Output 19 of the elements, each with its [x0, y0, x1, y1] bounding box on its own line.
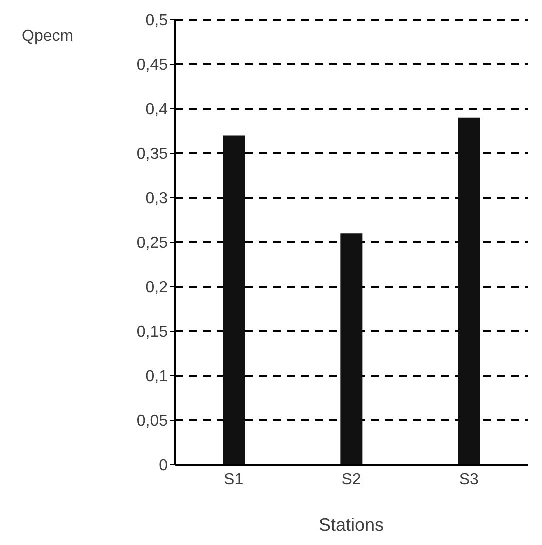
y-tick-label: 0,05 — [136, 413, 168, 430]
bar — [458, 118, 480, 465]
y-tick-label: 0,2 — [146, 280, 168, 297]
y-tick-label: 0,4 — [146, 102, 168, 119]
y-tick-label: 0 — [159, 458, 168, 475]
y-tick-label: 0,15 — [136, 324, 168, 342]
x-tick-label: S2 — [342, 471, 362, 488]
x-tick-label: S3 — [459, 471, 480, 488]
x-tick-label: S1 — [224, 471, 244, 488]
y-tick-label: 0,3 — [146, 190, 168, 208]
bar — [340, 234, 363, 465]
y-tick-label: 0,5 — [146, 12, 168, 30]
y-axis-title: Qpecm — [22, 28, 74, 46]
x-axis-title: Stations — [318, 515, 384, 535]
y-tick-label: 0,1 — [146, 368, 168, 386]
y-tick-label: 0,45 — [136, 57, 168, 74]
bar — [223, 136, 245, 465]
y-tick-label: 0,25 — [136, 235, 168, 252]
y-tick-label: 0,35 — [136, 146, 168, 164]
